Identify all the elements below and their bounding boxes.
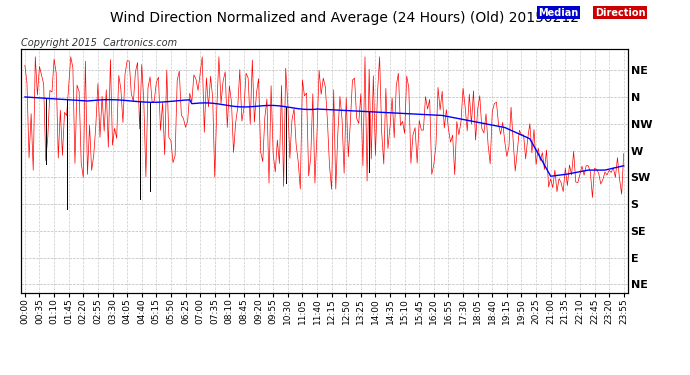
Text: Wind Direction Normalized and Average (24 Hours) (Old) 20150212: Wind Direction Normalized and Average (2… bbox=[110, 11, 580, 25]
Text: Copyright 2015  Cartronics.com: Copyright 2015 Cartronics.com bbox=[21, 38, 177, 48]
Text: Median: Median bbox=[538, 8, 578, 18]
Text: Direction: Direction bbox=[595, 8, 645, 18]
